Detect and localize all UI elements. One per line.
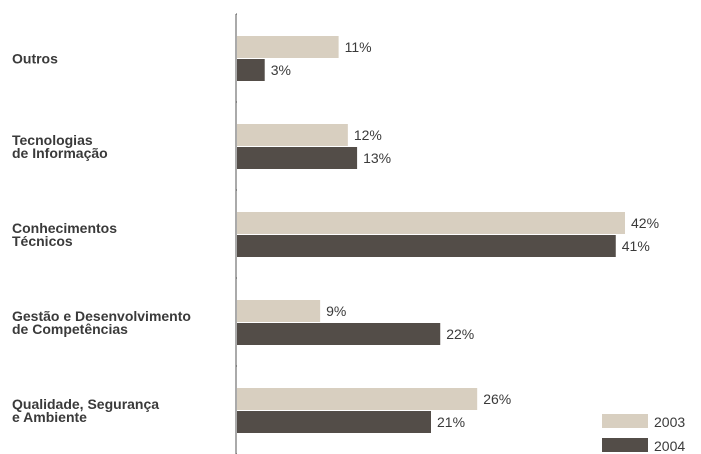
category-label-line: Outros [12, 51, 58, 67]
category-label: Gestão e Desenvolvimento de Competências [12, 308, 191, 337]
data-label: 41% [622, 238, 650, 254]
bar-2004 [237, 411, 431, 433]
bar-2003 [237, 36, 339, 58]
legend-swatch-2003 [602, 414, 648, 428]
category-label-line: Qualidade, Segurança [12, 396, 159, 412]
bar-2004 [237, 235, 616, 257]
category-label: Qualidade, Segurança e Ambiente [12, 396, 159, 425]
bar-2003 [237, 300, 321, 322]
bar-2004 [237, 59, 265, 81]
data-label: 3% [271, 62, 291, 78]
category-label: Conhecimentos Técnicos [12, 220, 117, 249]
bar-2003 [237, 124, 348, 146]
data-label: 22% [446, 326, 474, 342]
data-label: 26% [483, 391, 511, 407]
bar-2003 [237, 212, 625, 234]
legend-label-2004: 2004 [654, 438, 685, 454]
category-label-line: Gestão e Desenvolvimento [12, 308, 191, 324]
category-label: Tecnologias de Informação [12, 132, 108, 161]
category-label-line: de Competências [12, 321, 128, 337]
bar-2004 [237, 323, 441, 345]
bar-2003 [237, 388, 478, 410]
legend-swatch-2004 [602, 438, 648, 452]
legend-label-2003: 2003 [654, 414, 685, 430]
data-label: 9% [326, 303, 346, 319]
data-label: 42% [631, 215, 659, 231]
category-label-line: Conhecimentos [12, 220, 117, 236]
data-label: 21% [437, 414, 465, 430]
data-label: 13% [363, 150, 391, 166]
legend: 2003 2004 [602, 414, 685, 454]
category-label: Outros [12, 51, 58, 67]
category-label-line: Tecnologias [12, 132, 93, 148]
category-label-line: de Informação [12, 145, 108, 161]
category-label-line: Técnicos [12, 233, 73, 249]
bar-2004 [237, 147, 358, 169]
data-label: 12% [354, 127, 382, 143]
category-label-line: e Ambiente [12, 409, 87, 425]
data-label: 11% [345, 39, 372, 55]
